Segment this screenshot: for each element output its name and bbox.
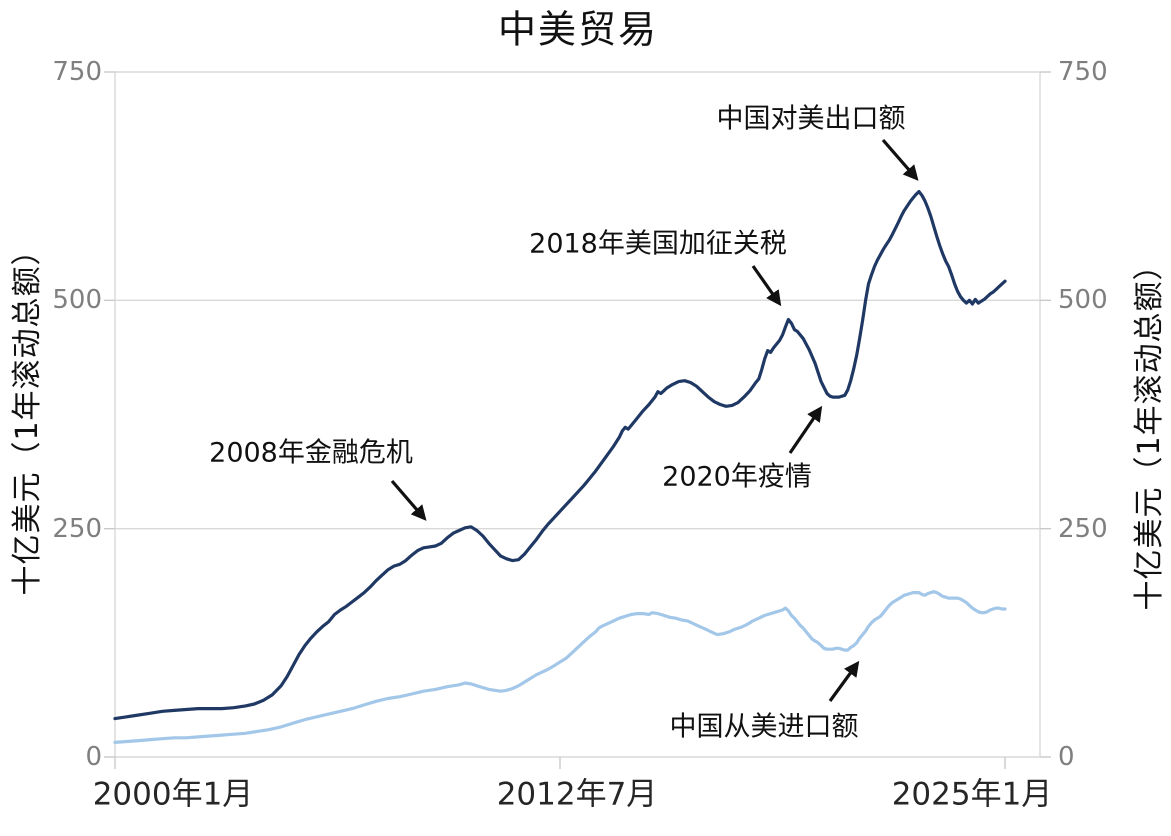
gridlines <box>114 71 1041 758</box>
annotation-2020-covid: 2020年疫情 <box>662 461 812 493</box>
y-tick-left-250: 250 <box>52 514 102 544</box>
y-axis-title-right: 十亿美元（1年滚动总额） <box>1132 249 1167 611</box>
annotation-2008-crisis: 2008年金融危机 <box>209 437 413 469</box>
annotation-imports-series: 中国从美进口额 <box>669 711 859 743</box>
annotation-2018-tariffs: 2018年美国加征关税 <box>529 228 787 260</box>
tick-marks <box>104 71 1051 769</box>
chart-title: 中美贸易 <box>497 7 659 52</box>
y-axis-title-left: 十亿美元（1年滚动总额） <box>10 234 45 596</box>
imports-line <box>113 590 1007 745</box>
y-tick-right-500: 500 <box>1058 285 1108 315</box>
y-tick-right-750: 750 <box>1058 57 1108 87</box>
x-tick-2012-07: 2012年7月 <box>496 776 658 813</box>
y-tick-left-500: 500 <box>52 285 102 315</box>
annotation-exports-series: 中国对美出口额 <box>716 103 906 135</box>
x-tick-2025-01: 2025年1月 <box>891 776 1053 813</box>
x-tick-2000-01: 2000年1月 <box>92 776 254 813</box>
y-tick-right-250: 250 <box>1058 514 1108 544</box>
y-tick-left-750: 750 <box>52 57 102 87</box>
annotation-arrows <box>390 138 919 702</box>
y-tick-right-0: 0 <box>1058 742 1075 772</box>
y-tick-left-0: 0 <box>85 742 102 772</box>
exports-line <box>113 190 1007 721</box>
